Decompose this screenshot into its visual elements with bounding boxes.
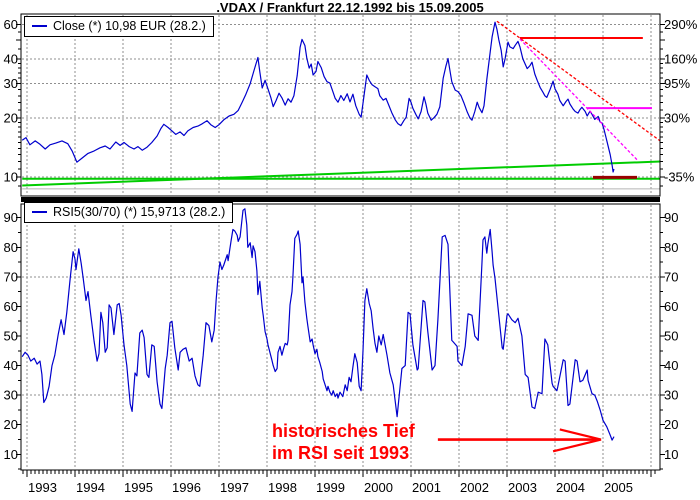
- green-support-rising: [22, 160, 661, 187]
- price-y-axis-label-left: 10: [4, 170, 18, 185]
- x-axis-year-label: 2002: [460, 480, 489, 495]
- price-legend-line-swatch: [32, 25, 47, 27]
- rsi-y-axis-label-right: 70: [664, 269, 678, 284]
- panel-separator-bar: [21, 197, 660, 202]
- price-legend-label: Close (*) 10,98 EUR (28.2.): [53, 19, 206, 33]
- x-axis-year-label: 2005: [604, 480, 633, 495]
- red-downtrend: [496, 20, 661, 142]
- rsi-legend-label: RSI5(30/70) (*) 15,9713 (28.2.): [53, 205, 226, 219]
- x-axis-year-label: 1999: [316, 480, 345, 495]
- rsi-y-axis-label-right: 20: [664, 417, 678, 432]
- price-legend: Close (*) 10,98 EUR (28.2.): [24, 16, 214, 37]
- rsi-line: [21, 208, 615, 441]
- rsi-y-axis-label-right: 40: [664, 358, 678, 373]
- rsi-legend-line-swatch: [32, 211, 47, 213]
- rsi-y-axis-label-right: 90: [664, 210, 678, 225]
- chart-title: .VDAX / Frankfurt 22.12.1992 bis 15.09.2…: [216, 0, 484, 15]
- x-axis-year-label: 1998: [268, 480, 297, 495]
- price-y-axis-label-left: 20: [4, 111, 18, 126]
- rsi-legend: RSI5(30/70) (*) 15,9713 (28.2.): [24, 202, 234, 223]
- annotation-line-2: im RSI seit 1993: [272, 443, 410, 463]
- rsi-y-axis-label-right: 60: [664, 299, 678, 314]
- price-panel-border: [20, 13, 661, 197]
- rsi-y-axis-label-left: 10: [4, 447, 18, 462]
- rsi-y-axis-label-left: 40: [4, 358, 18, 373]
- x-axis-year-label: 1995: [124, 480, 153, 495]
- price-y-axis-label-right: -35%: [664, 170, 695, 185]
- close-price-line: [21, 21, 615, 173]
- annotation-arrow-barb-upper: [559, 428, 602, 441]
- price-y-axis-label-right: 290%: [664, 17, 698, 32]
- price-y-axis-label-left: 60: [4, 17, 18, 32]
- x-axis-year-label: 2001: [412, 480, 441, 495]
- rsi-y-axis-label-right: 10: [664, 447, 678, 462]
- rsi-panel-border: [20, 203, 661, 471]
- annotation-line-1: historisches Tief: [272, 421, 415, 441]
- magenta-downtrend: [519, 38, 639, 162]
- rsi-y-axis-label-left: 60: [4, 299, 18, 314]
- rsi-y-axis-label-right: 80: [664, 240, 678, 255]
- price-y-axis-label-right: 95%: [664, 76, 690, 91]
- rsi-low-annotation: historisches Tief im RSI seit 1993: [272, 420, 415, 464]
- x-axis-year-label: 1993: [28, 480, 57, 495]
- rsi-y-axis-label-left: 30: [4, 388, 18, 403]
- rsi-y-axis-label-left: 70: [4, 269, 18, 284]
- price-y-axis-label-right: 30%: [664, 111, 690, 126]
- rsi-y-axis-label-right: 50: [664, 329, 678, 344]
- x-axis-year-label: 1997: [220, 480, 249, 495]
- x-axis-year-label: 2003: [508, 480, 537, 495]
- rsi-y-axis-label-left: 50: [4, 329, 18, 344]
- x-axis-year-label: 2004: [556, 480, 585, 495]
- annotation-arrow-barb-lower: [552, 438, 602, 453]
- rsi-y-axis-label-left: 90: [4, 210, 18, 225]
- price-y-axis-label-left: 40: [4, 52, 18, 67]
- x-axis-year-label: 1994: [76, 480, 105, 495]
- price-y-axis-label-right: 160%: [664, 52, 698, 67]
- x-axis-year-label: 1996: [172, 480, 201, 495]
- rsi-y-axis-label-left: 20: [4, 417, 18, 432]
- rsi-y-axis-label-right: 30: [664, 388, 678, 403]
- x-axis-year-label: 2000: [364, 480, 393, 495]
- price-y-axis-label-left: 30: [4, 76, 18, 91]
- rsi-y-axis-label-left: 80: [4, 240, 18, 255]
